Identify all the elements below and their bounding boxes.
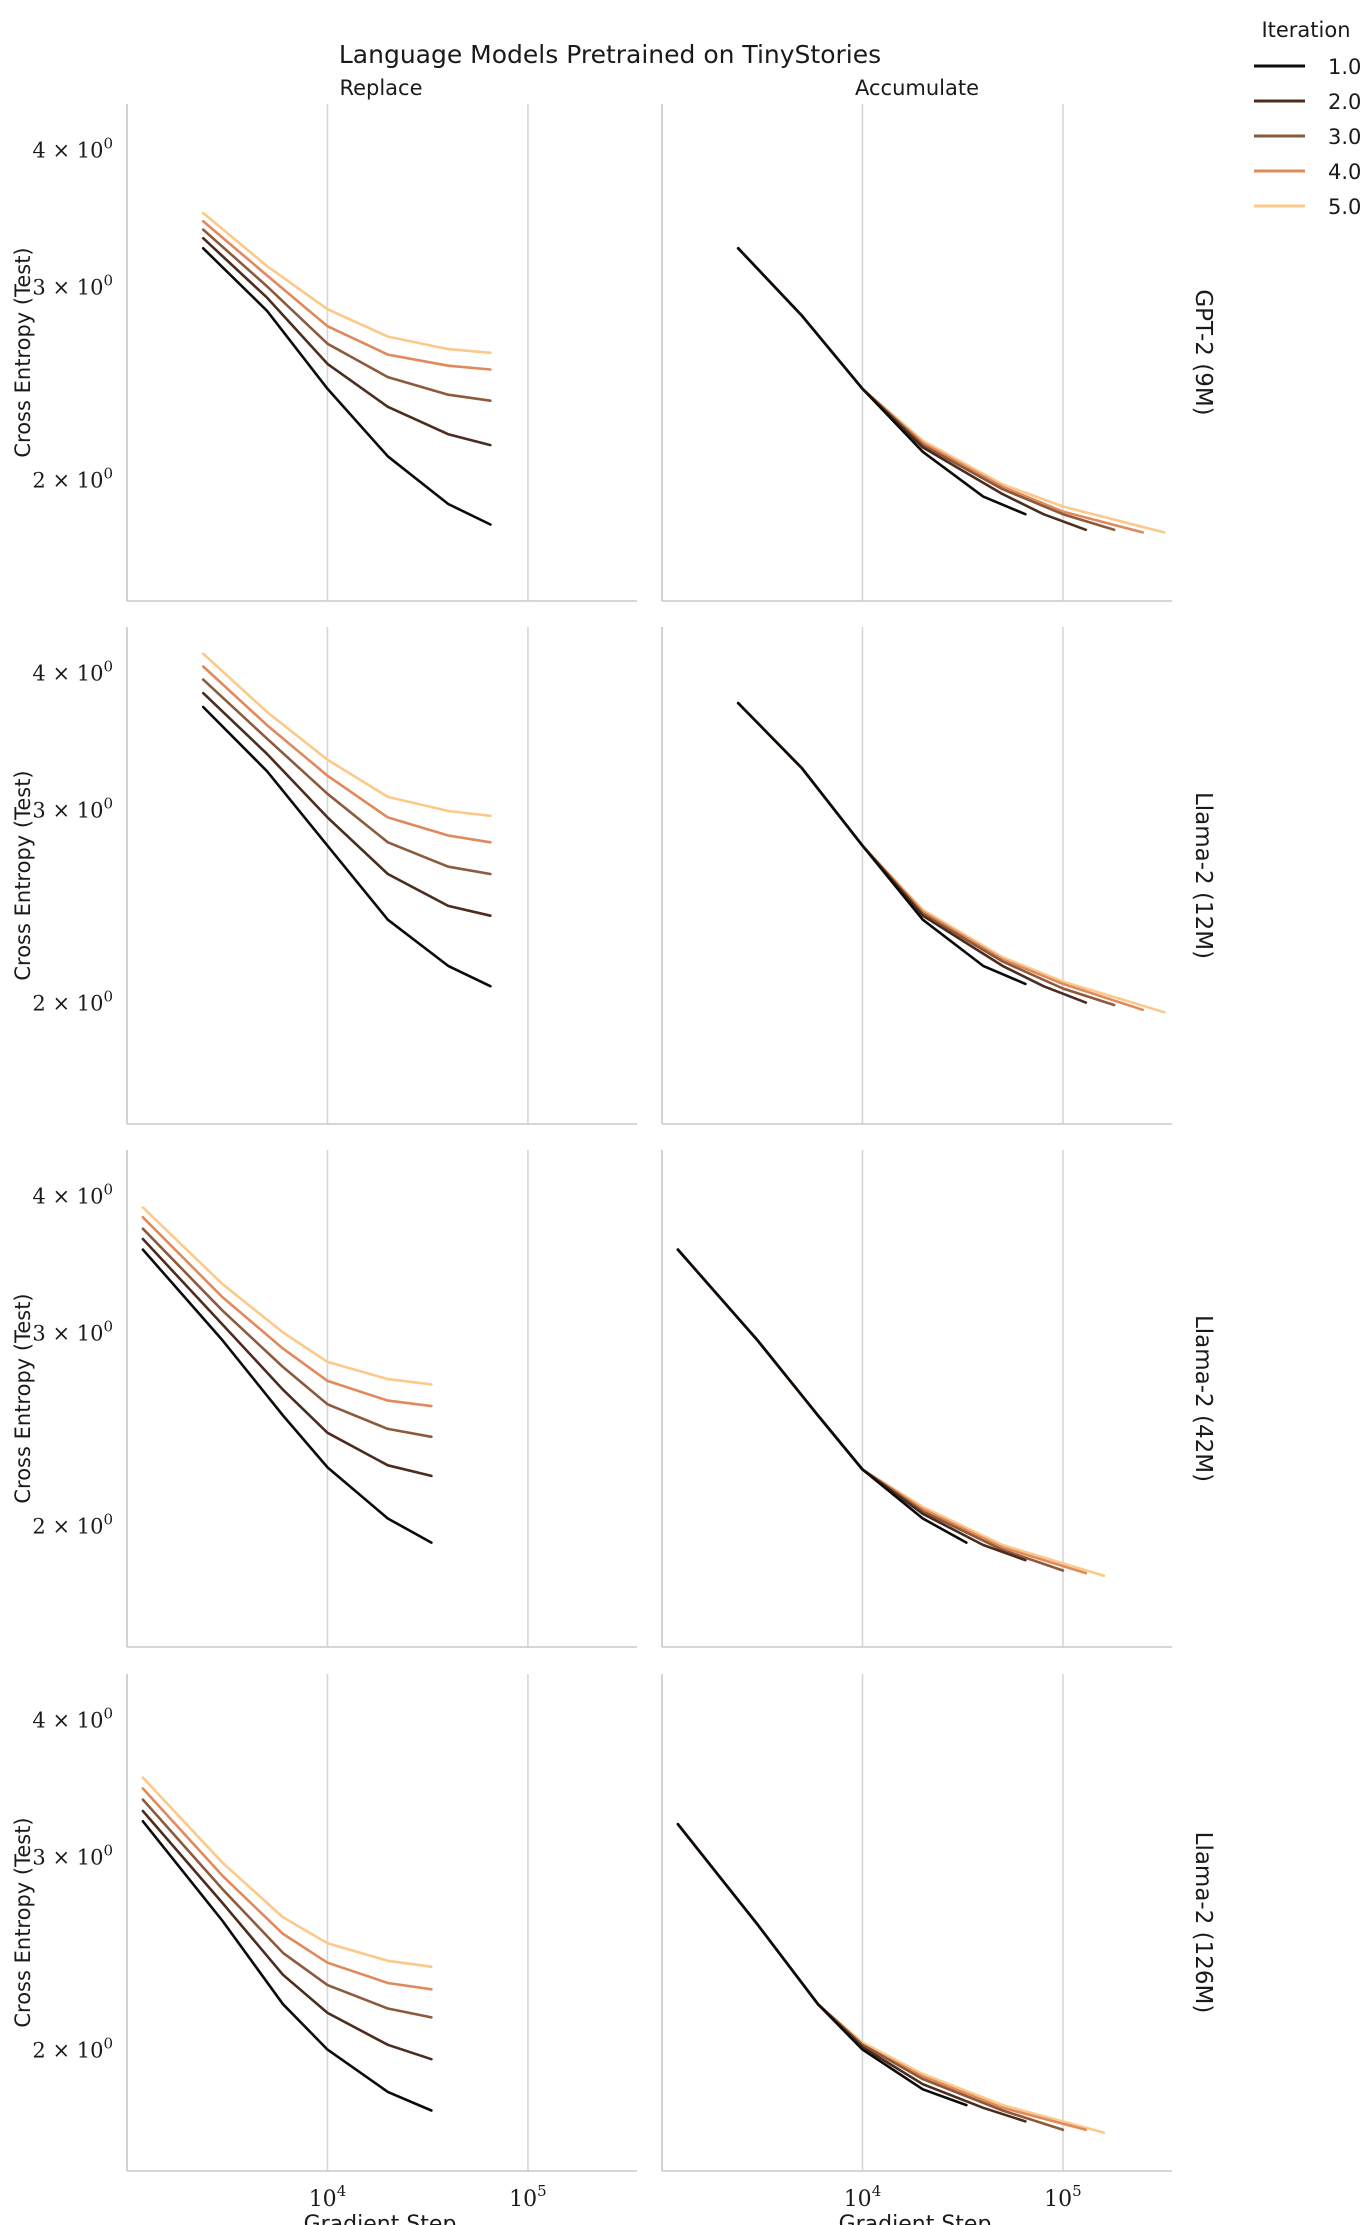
panel-gpt-2-9m-replace: 2 × 100 3 × 100 4 × 100 Cross Entropy (Test… xyxy=(11,104,637,602)
series-line-iteration-5.0 xyxy=(201,652,492,818)
series-line-iteration-5.0 xyxy=(736,701,1166,1014)
y-axis-label: Cross Entropy (Test) xyxy=(11,1817,35,2027)
series-line-iteration-5.0 xyxy=(141,1206,433,1386)
series-line-iteration-4.0 xyxy=(736,247,1144,534)
figure-title: Language Models Pretrained on TinyStorie… xyxy=(339,40,881,69)
series-line-iteration-1.0 xyxy=(201,705,492,988)
panel-llama-2-12m-accumulate: Llama-2 (12M) xyxy=(661,627,1216,1125)
series-line-iteration-4.0 xyxy=(676,1248,1088,1575)
y-axis-label: Cross Entropy (Test) xyxy=(11,247,35,457)
facet-panels: 2 × 100 3 × 100 4 × 100 Cross Entropy (Test… xyxy=(11,104,1216,2225)
series-line-iteration-4.0 xyxy=(141,1787,433,1991)
series-line-iteration-1.0 xyxy=(736,247,1027,516)
series-line-iteration-3.0 xyxy=(736,247,1116,532)
y-axis-label: Cross Entropy (Test) xyxy=(11,770,35,980)
panel-llama-2-126m-accumulate: Llama-2 (126M) 104 105 Gradient Step xyxy=(661,1674,1216,2225)
series-line-iteration-5.0 xyxy=(676,1248,1106,1578)
row-label-llama-2-42m: Llama-2 (42M) xyxy=(1190,1315,1216,1482)
series-line-iteration-4.0 xyxy=(141,1216,433,1408)
series-line-iteration-3.0 xyxy=(201,678,492,876)
y-tick-label: 3 × 100 xyxy=(32,1841,113,1869)
y-tick-label: 3 × 100 xyxy=(32,794,113,822)
legend: Iteration 1.0 2.0 3.0 4.0 5.0 xyxy=(1254,18,1361,219)
legend-label-5.0: 5.0 xyxy=(1328,195,1361,219)
series-line-iteration-5.0 xyxy=(736,247,1166,534)
series-line-iteration-2.0 xyxy=(141,1237,433,1478)
series-line-iteration-2.0 xyxy=(736,701,1088,1004)
column-title-accumulate: Accumulate xyxy=(855,76,979,100)
x-axis-label: Gradient Step xyxy=(839,2212,992,2225)
x-axis-label: Gradient Step xyxy=(304,2212,457,2225)
y-tick-label: 2 × 100 xyxy=(32,465,113,493)
series-line-iteration-3.0 xyxy=(736,701,1116,1007)
series-line-iteration-4.0 xyxy=(201,665,492,844)
y-tick-label: 3 × 100 xyxy=(32,271,113,299)
row-label-llama-2-126m: Llama-2 (126M) xyxy=(1190,1832,1216,2014)
series-line-iteration-2.0 xyxy=(201,691,492,918)
y-tick-label: 4 × 100 xyxy=(32,1704,113,1732)
panel-gpt-2-9m-accumulate: GPT-2 (9M) xyxy=(661,104,1216,602)
series-line-iteration-3.0 xyxy=(676,1248,1065,1572)
legend-label-3.0: 3.0 xyxy=(1328,125,1361,149)
legend-label-4.0: 4.0 xyxy=(1328,160,1361,184)
legend-label-2.0: 2.0 xyxy=(1328,90,1361,114)
row-label-gpt-2-9m: GPT-2 (9M) xyxy=(1190,289,1216,415)
series-line-iteration-1.0 xyxy=(141,1248,433,1544)
y-tick-label: 2 × 100 xyxy=(32,1511,113,1539)
series-line-iteration-2.0 xyxy=(201,236,492,447)
x-tick-label-5: 105 xyxy=(1044,2182,1082,2212)
panel-llama-2-12m-replace: 2 × 100 3 × 100 4 × 100 Cross Entropy (Test… xyxy=(11,627,637,1125)
x-tick-label-5: 105 xyxy=(509,2182,547,2212)
y-tick-label: 2 × 100 xyxy=(32,2035,113,2063)
x-tick-label-4: 104 xyxy=(844,2182,882,2212)
panel-llama-2-42m-accumulate: Llama-2 (42M) xyxy=(661,1150,1216,1648)
series-line-iteration-1.0 xyxy=(676,1822,968,2107)
x-tick-label-4: 104 xyxy=(309,2182,347,2212)
y-tick-label: 2 × 100 xyxy=(32,988,113,1016)
y-tick-label: 4 × 100 xyxy=(32,134,113,162)
series-line-iteration-3.0 xyxy=(141,1227,433,1439)
series-line-iteration-3.0 xyxy=(676,1822,1065,2132)
series-line-iteration-1.0 xyxy=(141,1820,433,2112)
series-line-iteration-4.0 xyxy=(201,219,492,371)
y-tick-label: 3 × 100 xyxy=(32,1317,113,1345)
y-tick-label: 4 × 100 xyxy=(32,657,113,685)
series-line-iteration-1.0 xyxy=(201,247,492,526)
column-title-replace: Replace xyxy=(339,76,422,100)
legend-title: Iteration xyxy=(1261,18,1350,42)
series-line-iteration-2.0 xyxy=(736,247,1088,532)
series-line-iteration-2.0 xyxy=(676,1822,1027,2123)
series-line-iteration-4.0 xyxy=(676,1822,1088,2132)
series-line-iteration-3.0 xyxy=(141,1798,433,2019)
series-line-iteration-5.0 xyxy=(141,1776,433,1968)
series-line-iteration-1.0 xyxy=(736,701,1027,986)
series-line-iteration-1.0 xyxy=(676,1248,968,1544)
panel-llama-2-126m-replace: 2 × 100 3 × 100 4 × 100 Cross Entropy (Test… xyxy=(11,1674,637,2225)
series-line-iteration-2.0 xyxy=(141,1809,433,2061)
series-line-iteration-2.0 xyxy=(676,1248,1027,1562)
y-tick-label: 4 × 100 xyxy=(32,1180,113,1208)
series-line-iteration-5.0 xyxy=(201,211,492,355)
series-line-iteration-3.0 xyxy=(201,228,492,403)
y-axis-label: Cross Entropy (Test) xyxy=(11,1293,35,1503)
series-line-iteration-5.0 xyxy=(676,1822,1106,2134)
legend-label-1.0: 1.0 xyxy=(1328,55,1361,79)
panel-llama-2-42m-replace: 2 × 100 3 × 100 4 × 100 Cross Entropy (Test… xyxy=(11,1150,637,1648)
row-label-llama-2-12m: Llama-2 (12M) xyxy=(1190,792,1216,959)
series-line-iteration-4.0 xyxy=(736,701,1144,1012)
